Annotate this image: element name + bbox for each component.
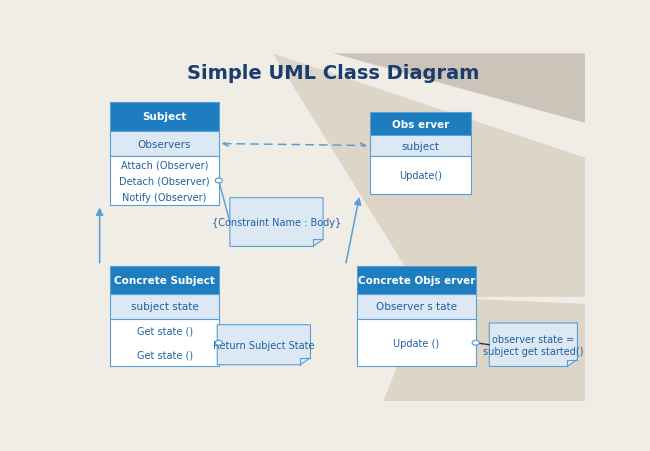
- Polygon shape: [230, 198, 323, 247]
- Text: Concrete Subject: Concrete Subject: [114, 275, 215, 285]
- Text: Get state (): Get state (): [136, 326, 192, 336]
- Text: Obs erver: Obs erver: [392, 120, 449, 129]
- Text: Concrete Objs erver: Concrete Objs erver: [358, 275, 475, 285]
- Polygon shape: [217, 325, 311, 365]
- Bar: [370, 136, 471, 156]
- Text: Update (): Update (): [393, 338, 439, 348]
- Text: subject: subject: [401, 141, 439, 151]
- Text: Return Subject State: Return Subject State: [213, 340, 315, 350]
- Bar: [358, 319, 476, 367]
- Polygon shape: [384, 297, 585, 401]
- Text: Notify (Observer): Notify (Observer): [122, 192, 207, 202]
- Bar: [370, 113, 471, 136]
- Text: Observer s tate: Observer s tate: [376, 302, 457, 312]
- Text: Observers: Observers: [138, 139, 191, 149]
- Bar: [111, 294, 219, 319]
- Text: {Constraint Name : Body}: {Constraint Name : Body}: [212, 217, 341, 228]
- Text: Update(): Update(): [398, 170, 442, 180]
- Bar: [358, 294, 476, 319]
- Circle shape: [215, 341, 222, 345]
- Circle shape: [215, 179, 222, 184]
- Polygon shape: [273, 54, 585, 297]
- Text: Simple UML Class Diagram: Simple UML Class Diagram: [187, 64, 479, 83]
- Polygon shape: [333, 54, 585, 124]
- Text: observer state =
subject get started(): observer state = subject get started(): [483, 334, 584, 356]
- Bar: [370, 156, 471, 195]
- Circle shape: [472, 341, 479, 345]
- Polygon shape: [489, 323, 577, 367]
- Bar: [111, 266, 219, 294]
- Bar: [111, 103, 219, 131]
- Bar: [111, 319, 219, 367]
- Bar: [111, 157, 219, 205]
- Text: Subject: Subject: [142, 112, 187, 122]
- Text: Attach (Observer): Attach (Observer): [121, 160, 208, 170]
- Text: subject state: subject state: [131, 302, 198, 312]
- Text: Detach (Observer): Detach (Observer): [120, 176, 210, 186]
- Text: Get state (): Get state (): [136, 350, 192, 360]
- Bar: [111, 131, 219, 157]
- Bar: [358, 266, 476, 294]
